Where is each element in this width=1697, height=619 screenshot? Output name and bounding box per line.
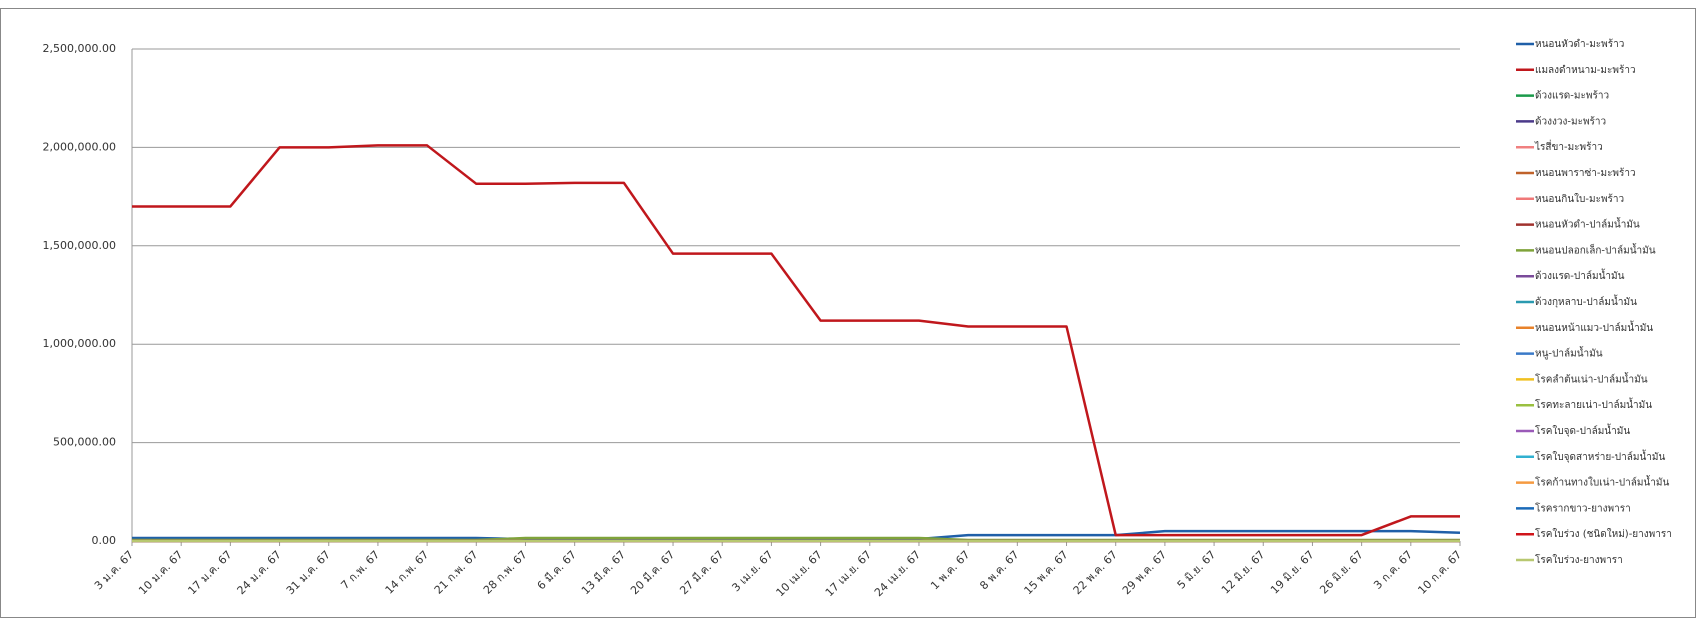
x-tick-label: 3 ก.ค. 67 — [1371, 548, 1415, 592]
x-tick-label: 10 ม.ค. 67 — [136, 548, 185, 597]
series-line — [132, 144, 1460, 537]
x-tick-label: 12 มิ.ย. 67 — [1219, 548, 1268, 597]
x-tick-label: 13 มี.ค. 67 — [579, 548, 628, 597]
x-tick-label: 24 เม.ย. 67 — [872, 548, 923, 599]
x-tick-label: 17 ม.ค. 67 — [185, 548, 234, 597]
x-tick-label: 14 ก.พ. 67 — [383, 548, 432, 597]
x-tick-label: 1 พ.ค. 67 — [928, 548, 972, 592]
legend-label: โรคทะลายเน่า-ปาล์มน้ำมัน — [1535, 397, 1652, 411]
x-tick-label: 17 เม.ย. 67 — [823, 548, 874, 599]
legend-label: โรคลำต้นเน่า-ปาล์มน้ำมัน — [1535, 371, 1648, 385]
legend-label: หนอนหัวดำ-มะพร้าว — [1535, 38, 1624, 50]
legend-label: หนอนหัวดำ-ปาล์มน้ำมัน — [1535, 217, 1640, 231]
x-tick-label: 21 ก.พ. 67 — [432, 548, 481, 597]
y-tick-label: 1,500,000.00 — [43, 239, 116, 252]
legend-label: หนอนหน้าแมว-ปาล์มน้ำมัน — [1535, 320, 1653, 334]
legend-label: ด้วงกุหลาบ-ปาล์มน้ำมัน — [1535, 294, 1637, 308]
legend-label: โรคใบจุด-ปาล์มน้ำมัน — [1535, 423, 1630, 437]
legend-label: ด้วงแรด-มะพร้าว — [1535, 90, 1609, 102]
x-tick-label: 19 มิ.ย. 67 — [1268, 548, 1317, 597]
x-tick-label: 10 ก.ค. 67 — [1415, 548, 1464, 597]
x-tick-label: 7 ก.พ. 67 — [338, 548, 382, 592]
x-tick-label: 31 ม.ค. 67 — [284, 548, 333, 597]
x-tick-label: 3 ม.ค. 67 — [92, 548, 136, 592]
x-tick-label: 27 มี.ค. 67 — [677, 548, 726, 597]
legend-label: โรคใบร่วง-ยางพารา — [1535, 553, 1623, 566]
x-tick-label: 5 มิ.ย. 67 — [1175, 548, 1219, 592]
x-tick-label: 22 พ.ค. 67 — [1071, 548, 1120, 597]
legend-label: ด้วงแรด-ปาล์มน้ำมัน — [1535, 268, 1625, 282]
x-tick-label: 29 พ.ค. 67 — [1120, 548, 1169, 597]
chart-frame — [0, 8, 1696, 618]
legend-label: โรครากขาว-ยางพารา — [1535, 501, 1631, 514]
y-tick-label: 2,500,000.00 — [43, 42, 116, 55]
x-tick-label: 6 มี.ค. 67 — [535, 548, 579, 592]
x-tick-label: 20 มี.ค. 67 — [628, 548, 677, 597]
legend-label: ด้วงงวง-มะพร้าว — [1535, 115, 1606, 127]
x-tick-label: 26 มิ.ย. 67 — [1317, 548, 1366, 597]
legend-label: โรคใบจุดสาหร่าย-ปาล์มน้ำมัน — [1535, 449, 1666, 463]
legend-label: หนู-ปาล์มน้ำมัน — [1535, 346, 1603, 360]
legend-label: ไรสี่ขา-มะพร้าว — [1534, 139, 1603, 153]
legend-label: หนอนพาราซ่า-มะพร้าว — [1535, 167, 1636, 179]
legend-label: โรคก้านทางใบเน่า-ปาล์มน้ำมัน — [1535, 475, 1669, 489]
legend-label: หนอนปลอกเล็ก-ปาล์มน้ำมัน — [1535, 242, 1656, 256]
legend-label: หนอนกินใบ-มะพร้าว — [1535, 193, 1624, 205]
y-tick-label: 1,000,000.00 — [43, 337, 116, 350]
x-tick-label: 10 เม.ย. 67 — [774, 548, 825, 599]
y-tick-label: 2,000,000.00 — [43, 140, 116, 153]
y-tick-label: 500,000.00 — [53, 436, 116, 449]
x-tick-label: 8 พ.ค. 67 — [977, 548, 1021, 592]
x-tick-label: 24 ม.ค. 67 — [235, 548, 284, 597]
legend-label: แมลงดำหนาม-มะพร้าว — [1535, 64, 1636, 76]
x-tick-label: 28 ก.พ. 67 — [481, 548, 530, 597]
x-tick-label: 3 เม.ย. 67 — [729, 548, 775, 594]
y-tick-label: 0.00 — [92, 534, 117, 547]
x-tick-label: 15 พ.ค. 67 — [1022, 548, 1071, 597]
legend-label: โรคใบร่วง (ชนิดใหม่)-ยางพารา — [1535, 527, 1672, 540]
